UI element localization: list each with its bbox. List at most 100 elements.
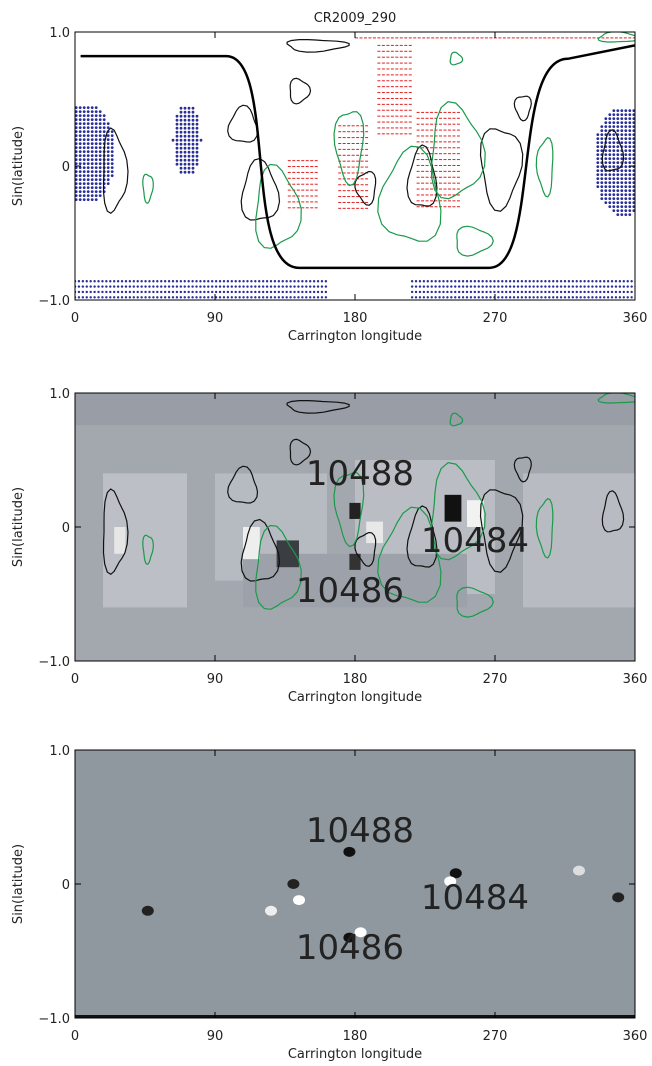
dot — [94, 174, 98, 178]
dot — [616, 161, 620, 165]
dot — [640, 161, 643, 164]
dot — [171, 296, 175, 299]
spot — [444, 494, 462, 522]
dot — [75, 182, 78, 185]
dot — [191, 106, 195, 110]
dot — [636, 121, 639, 124]
dot — [540, 290, 543, 294]
dot — [78, 190, 82, 194]
dot — [640, 157, 643, 160]
dot — [167, 280, 171, 283]
dot — [528, 280, 531, 283]
dot — [628, 113, 632, 117]
dot — [97, 280, 100, 283]
dot — [175, 138, 179, 142]
contour — [406, 144, 438, 207]
spot — [444, 876, 457, 887]
x-tick-label: 90 — [207, 311, 224, 326]
dot — [78, 122, 82, 125]
dot — [179, 134, 183, 138]
dot — [269, 290, 273, 294]
dot — [254, 296, 257, 299]
dot — [67, 130, 70, 133]
dot — [98, 162, 102, 166]
dot — [281, 290, 284, 294]
dot — [187, 142, 191, 146]
dot — [246, 280, 249, 283]
dot — [250, 280, 253, 283]
dot — [632, 201, 635, 205]
dot — [604, 185, 608, 189]
dot — [430, 280, 433, 283]
dot — [102, 126, 106, 129]
spot — [467, 500, 484, 527]
dot — [528, 290, 531, 294]
dot — [82, 142, 86, 146]
dot — [599, 290, 602, 294]
dot — [628, 161, 632, 165]
dot — [434, 285, 437, 288]
dot — [528, 285, 531, 288]
dot — [309, 285, 312, 288]
spot — [354, 927, 367, 938]
dot — [226, 280, 230, 283]
dot — [608, 205, 612, 209]
dot — [191, 170, 195, 174]
dot — [632, 121, 635, 125]
dot — [110, 174, 114, 178]
dot — [293, 296, 296, 299]
dot — [82, 154, 86, 158]
dot — [261, 290, 265, 294]
dot — [293, 280, 296, 283]
dot — [430, 285, 433, 288]
dot — [501, 285, 504, 288]
dot — [187, 158, 191, 162]
dot — [191, 118, 195, 122]
dot — [628, 201, 632, 205]
dot — [254, 290, 257, 294]
dot — [630, 280, 633, 283]
dot — [536, 296, 539, 299]
dot — [620, 209, 624, 213]
dot — [269, 280, 273, 283]
dot — [638, 280, 640, 282]
dot — [78, 134, 82, 138]
dot — [90, 122, 94, 125]
dot — [128, 290, 132, 294]
dot — [163, 296, 167, 299]
dot — [640, 177, 643, 180]
dot — [254, 285, 257, 288]
dot — [160, 290, 163, 294]
dot — [78, 106, 82, 109]
dot — [102, 130, 106, 134]
dot — [86, 194, 90, 198]
dot — [59, 134, 62, 137]
dot — [90, 170, 94, 174]
dot — [616, 181, 620, 185]
contour — [255, 163, 302, 249]
dot — [106, 126, 110, 129]
dot — [624, 193, 628, 197]
dot — [94, 118, 98, 121]
dot — [497, 285, 500, 288]
dot — [481, 280, 484, 283]
dot — [90, 142, 94, 146]
dot — [624, 181, 628, 185]
dot — [94, 170, 98, 174]
dot — [78, 166, 82, 170]
dot — [132, 290, 135, 294]
dot — [505, 296, 508, 299]
dot — [214, 285, 218, 288]
dot — [596, 161, 600, 165]
dot — [191, 285, 194, 288]
dot — [640, 141, 643, 144]
dot — [636, 189, 639, 192]
dot — [481, 285, 484, 288]
dot — [544, 280, 547, 283]
dot — [575, 290, 578, 294]
dot — [489, 280, 492, 283]
dot — [71, 194, 74, 197]
dot — [187, 134, 191, 138]
dot — [648, 149, 651, 152]
dot — [183, 134, 187, 138]
